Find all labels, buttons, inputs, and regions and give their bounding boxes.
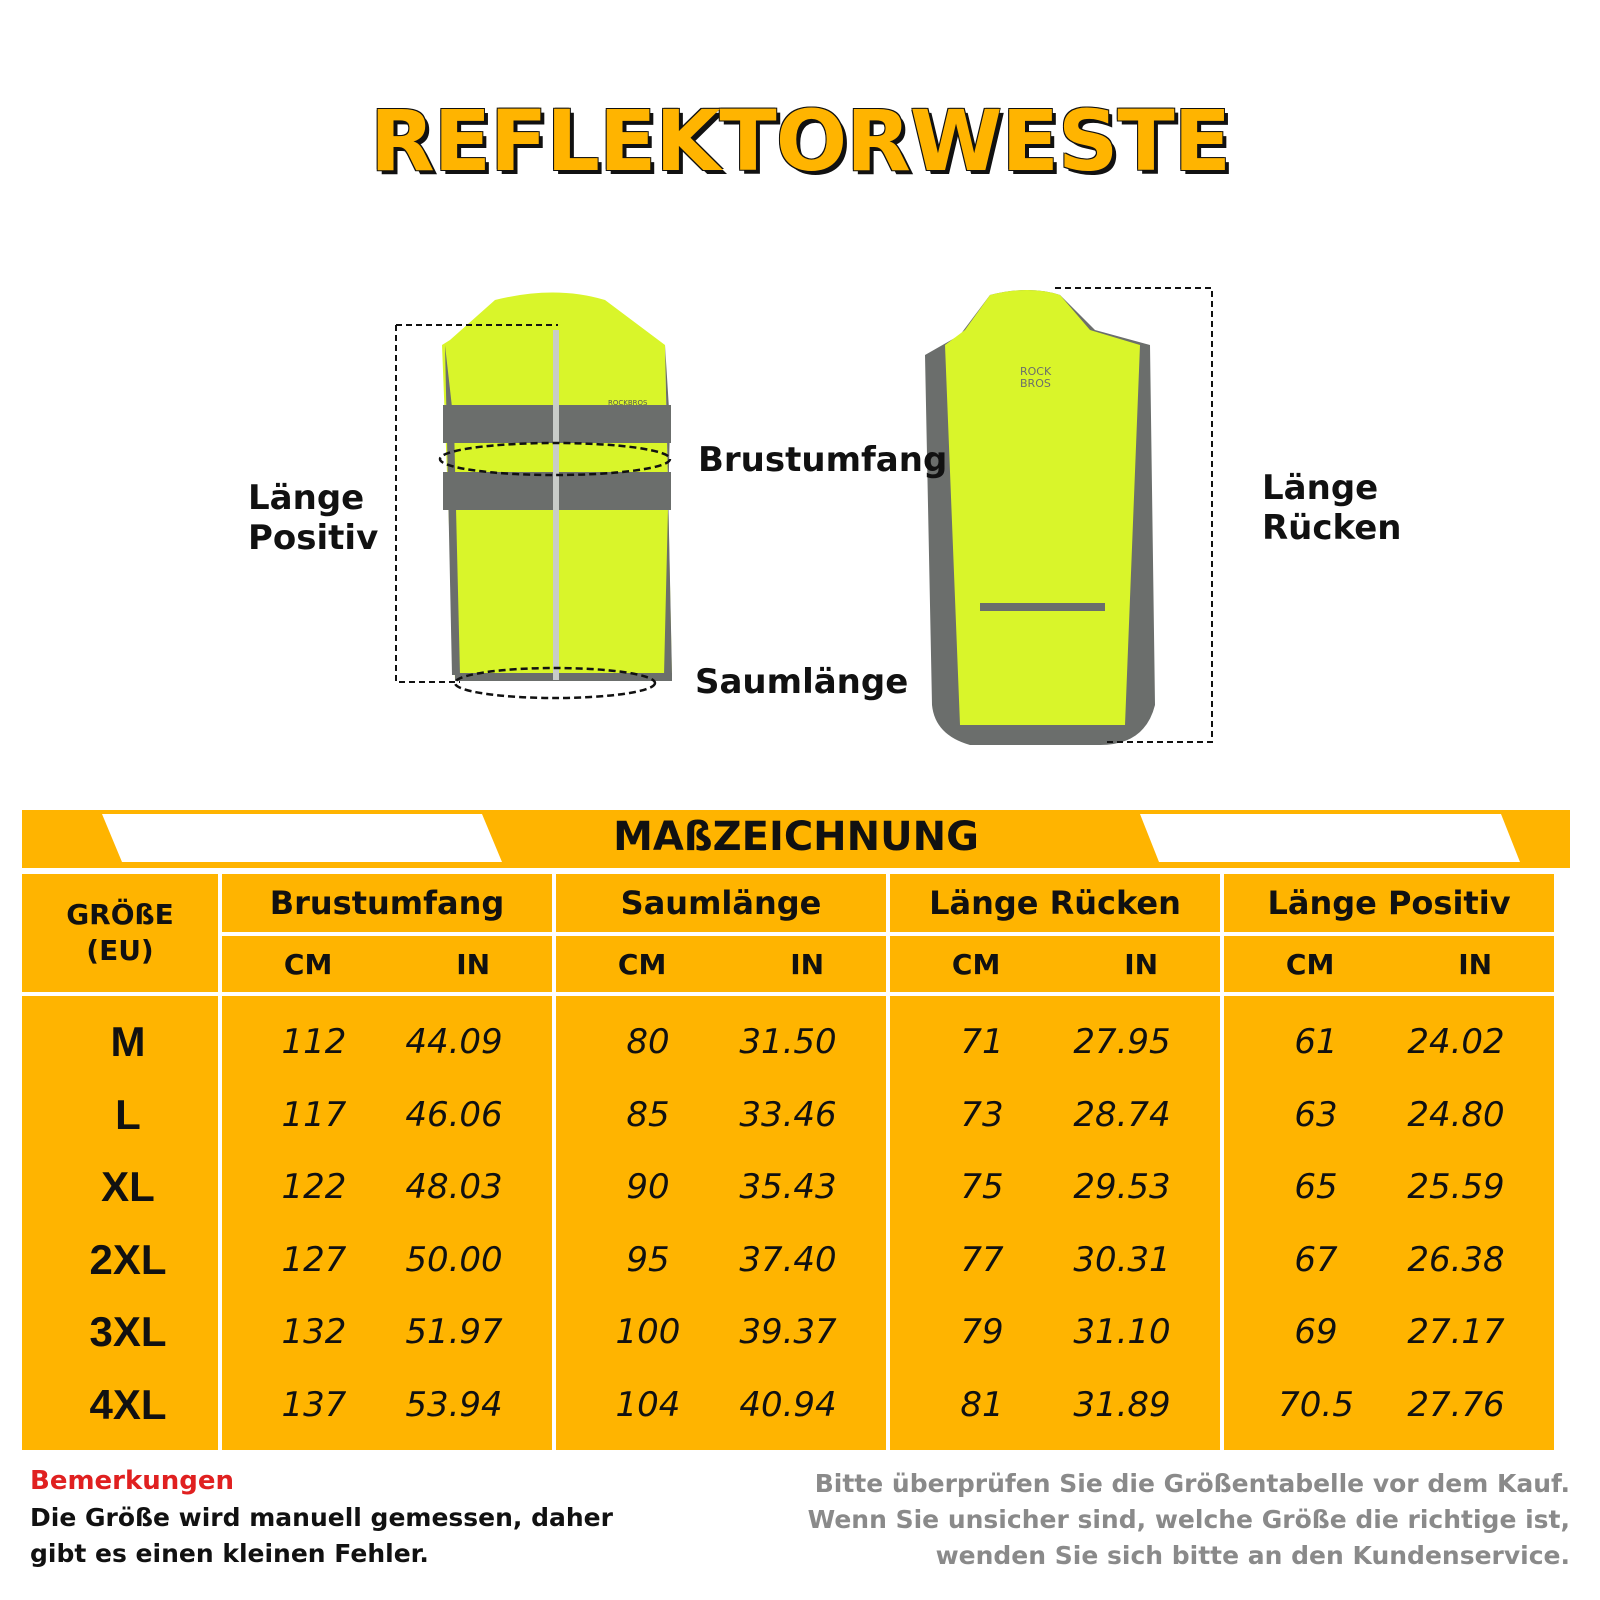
table-cell: 117 — [281, 1094, 347, 1135]
size-label: L — [115, 1090, 141, 1138]
table-cell: 71 — [960, 1022, 1004, 1062]
table-cell: 127 — [281, 1239, 347, 1280]
label-laenge-positiv: Länge Positiv — [248, 478, 379, 558]
table-cell: 37.40 — [739, 1239, 837, 1280]
banner-title: MAßZEICHNUNG — [613, 814, 979, 860]
notes-right: Bitte überprüfen Sie die Größentabelle v… — [807, 1469, 1570, 1570]
table-cell: 26.38 — [1407, 1239, 1505, 1280]
table-cell: 112 — [281, 1022, 347, 1062]
table-cell: 46.06 — [405, 1094, 503, 1135]
back-vest-image: ROCK BROS — [925, 287, 1213, 745]
column-group-header: Länge Positiv — [1224, 874, 1554, 932]
table-cell: 25.59 — [1407, 1167, 1505, 1207]
column-group-body — [890, 996, 1220, 1450]
front-vest-image: ROCKBROS — [395, 292, 672, 700]
logo-text-back: ROCK — [1020, 365, 1052, 378]
column-group-body — [556, 996, 886, 1450]
table-cell: 75 — [960, 1167, 1004, 1207]
unit-label: IN — [790, 947, 825, 981]
label-brustumfang: Brustumfang — [698, 440, 948, 480]
table-cell: 132 — [281, 1312, 347, 1352]
table-cell: 104 — [615, 1384, 681, 1425]
column-group-header: Länge Rücken — [890, 874, 1220, 932]
chest-measure-icon — [438, 441, 672, 477]
table-cell: 61 — [1294, 1022, 1338, 1062]
size-label: M — [110, 1018, 146, 1065]
table-cell: 77 — [960, 1239, 1004, 1280]
table-cell: 31.10 — [1073, 1312, 1171, 1352]
unit-label: IN — [456, 947, 491, 981]
hem-measure-icon — [453, 666, 657, 700]
column-group-body — [1224, 996, 1554, 1450]
unit-label: CM — [283, 947, 333, 981]
size-header: GRÖßE (EU) — [22, 874, 218, 992]
logo-text: ROCKBROS — [608, 399, 648, 407]
unit-header-row: CM IN — [556, 936, 886, 992]
column-group-header: Saumlänge — [556, 874, 886, 932]
table-cell: 81 — [960, 1384, 1004, 1425]
table-cell: 31.89 — [1073, 1384, 1171, 1425]
column-group-header: Brustumfang — [222, 874, 552, 932]
table-cell: 53.94 — [405, 1384, 503, 1425]
table-cell: 27.76 — [1407, 1384, 1505, 1425]
table-cell: 100 — [615, 1312, 681, 1352]
table-cell: 35.43 — [739, 1167, 837, 1207]
column-group-body — [222, 996, 552, 1450]
table-cell: 44.09 — [405, 1022, 503, 1062]
table-cell: 137 — [281, 1384, 347, 1425]
table-cell: 50.00 — [405, 1239, 503, 1280]
table-cell: 40.94 — [739, 1384, 837, 1425]
unit-label: CM — [951, 947, 1001, 981]
table-cell: 24.02 — [1407, 1022, 1505, 1062]
table-cell: 39.37 — [739, 1312, 837, 1352]
unit-label: CM — [1285, 947, 1335, 981]
label-laenge-ruecken: Länge Rücken — [1262, 468, 1402, 548]
page-title: REFLEKTORWESTE — [369, 92, 1231, 190]
table-banner: MAßZEICHNUNG — [22, 810, 1570, 868]
table-cell: 27.95 — [1073, 1022, 1171, 1062]
table-cell: 63 — [1294, 1094, 1338, 1135]
unit-header-row: CM IN — [1224, 936, 1554, 992]
size-label: XL — [101, 1163, 155, 1210]
notes-heading: Bemerkungen — [30, 1466, 235, 1496]
unit-label: IN — [1458, 947, 1493, 981]
table-cell: 85 — [626, 1094, 670, 1135]
table-cell: 90 — [626, 1167, 670, 1207]
table-cell: 24.80 — [1407, 1094, 1505, 1135]
table-cell: 30.31 — [1073, 1239, 1171, 1280]
table-cell: 65 — [1294, 1167, 1338, 1207]
table-cell: 73 — [960, 1094, 1004, 1135]
table-cell: 69 — [1294, 1312, 1338, 1352]
table-cell: 122 — [281, 1167, 347, 1207]
table-cell: 33.46 — [739, 1094, 837, 1135]
table-cell: 31.50 — [739, 1022, 837, 1062]
notes-left: Die Größe wird manuell gemessen, daher g… — [30, 1503, 613, 1568]
table-cell: 28.74 — [1073, 1094, 1171, 1135]
table-cell: 79 — [960, 1312, 1004, 1352]
table-cell: 95 — [626, 1239, 670, 1280]
size-label: 4XL — [89, 1380, 167, 1428]
unit-label: IN — [1124, 947, 1159, 981]
size-column-body — [22, 996, 218, 1450]
table-cell: 67 — [1294, 1239, 1338, 1280]
table-cell: 70.5 — [1278, 1384, 1354, 1425]
size-label: 2XL — [89, 1235, 167, 1283]
svg-text:BROS: BROS — [1020, 377, 1051, 390]
table-cell: 51.97 — [405, 1312, 503, 1352]
table-cell: 29.53 — [1073, 1167, 1171, 1207]
size-label: 3XL — [89, 1308, 167, 1355]
unit-label: CM — [617, 947, 667, 981]
label-saumlaenge: Saumlänge — [695, 662, 909, 702]
table-cell: 80 — [626, 1022, 670, 1062]
unit-header-row: CM IN — [222, 936, 552, 992]
table-cell: 27.17 — [1407, 1312, 1505, 1352]
unit-header-row: CM IN — [890, 936, 1220, 992]
table-cell: 48.03 — [405, 1167, 503, 1207]
